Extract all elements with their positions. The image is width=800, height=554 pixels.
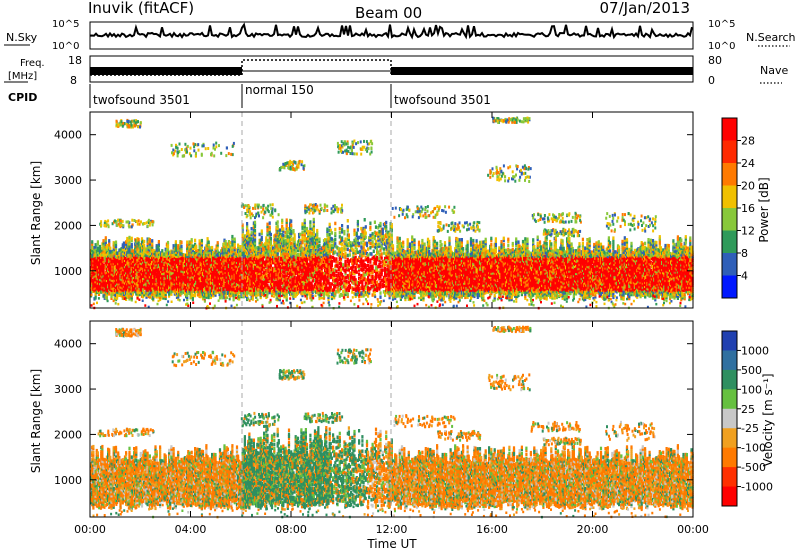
power-colorbar-swatch xyxy=(722,276,737,299)
power-colorbar-tick: 4 xyxy=(741,270,748,283)
power-colorbar-tick: 24 xyxy=(741,157,755,170)
power-colorbar-swatch xyxy=(722,253,737,276)
x-tick-label: 04:00 xyxy=(175,523,207,536)
velocity-panel: 1000 2000 3000 4000 00:00 04:00 08:00 12:00 16:… xyxy=(29,321,709,551)
velocity-colorbar-label: Velocity [m s⁻¹] xyxy=(761,373,775,466)
x-tick-label: 12:00 xyxy=(376,523,408,536)
power-colorbar-tick: 20 xyxy=(741,180,755,193)
velocity-colorbar-tick: 100 xyxy=(741,383,762,396)
velocity-colorbar-swatch xyxy=(722,487,737,507)
power-colorbar-swatch xyxy=(722,208,737,231)
power-y-axis-label: Slant Range [km] xyxy=(29,161,43,265)
power-colorbar: 28 24 20 16 12 8 4 Power [dB] xyxy=(722,118,771,299)
power-y-tick-label: 2000 xyxy=(54,219,82,232)
velocity-colorbar-swatch xyxy=(722,350,737,370)
velocity-colorbar-swatch xyxy=(722,370,737,390)
power-y-tick-label: 3000 xyxy=(54,174,82,187)
freq-left-label-1: Freq. xyxy=(20,58,45,69)
nave-right-tick-bottom: 0 xyxy=(708,74,715,87)
station-title: Inuvik (fitACF) xyxy=(88,0,194,17)
power-colorbar-tick: 8 xyxy=(741,247,748,260)
velocity-y-tick-label: 4000 xyxy=(54,338,82,351)
noise-panel: N.Sky 10^5 10^0 10^5 10^0 N.Search xyxy=(4,19,796,52)
velocity-colorbar-tick: 500 xyxy=(741,364,762,377)
freq-left-tick-top: 18 xyxy=(68,54,82,67)
nave-label: Nave xyxy=(760,64,788,77)
cpid-label: CPID xyxy=(8,91,37,104)
power-colorbar-swatch xyxy=(722,118,737,141)
velocity-scatter-cells xyxy=(90,326,694,519)
velocity-colorbar-tick: -1000 xyxy=(741,481,773,494)
noise-right-tick-top: 10^5 xyxy=(708,19,735,30)
x-tick-label: 00:00 xyxy=(677,523,709,536)
power-colorbar-label: Power [dB] xyxy=(757,177,771,242)
freq-left-label-2: [MHz] xyxy=(8,71,37,82)
power-colorbar-tick: 12 xyxy=(741,225,755,238)
freq-left-tick-bottom: 8 xyxy=(70,74,77,87)
cpid-segment-1: twofsound 3501 xyxy=(93,93,190,107)
cpid-segment-2: normal 150 xyxy=(245,83,314,97)
power-colorbar-swatch xyxy=(722,163,737,186)
x-tick-label: 16:00 xyxy=(476,523,508,536)
velocity-y-tick-label: 1000 xyxy=(54,474,82,487)
velocity-colorbar-swatch xyxy=(722,409,737,429)
power-scatter-cells xyxy=(90,117,694,310)
x-tick-label: 00:00 xyxy=(74,523,106,536)
x-tick-label: 08:00 xyxy=(275,523,307,536)
noise-left-tick-bottom: 10^0 xyxy=(52,41,79,52)
velocity-y-tick-label: 2000 xyxy=(54,428,82,441)
x-axis-label: Time UT xyxy=(366,537,417,551)
power-colorbar-swatch xyxy=(722,231,737,254)
date-label: 07/Jan/2013 xyxy=(600,0,691,17)
velocity-colorbar-tick: 25 xyxy=(741,403,755,416)
velocity-colorbar-tick: -25 xyxy=(741,422,759,435)
velocity-colorbar-swatch xyxy=(722,448,737,468)
velocity-colorbar-swatch xyxy=(722,389,737,409)
noise-right-label: N.Search xyxy=(746,31,796,44)
power-y-tick-label: 1000 xyxy=(54,265,82,278)
power-y-tick-label: 4000 xyxy=(54,129,82,142)
cpid-row: CPID twofsound 3501 normal 150 twofsound… xyxy=(8,83,491,108)
noise-right-tick-bottom: 10^0 xyxy=(708,41,735,52)
power-panel: 1000 2000 3000 4000 Slant Range [km] xyxy=(29,112,694,310)
x-tick-label: 20:00 xyxy=(577,523,609,536)
power-colorbar-tick: 28 xyxy=(741,135,755,148)
velocity-colorbar-swatch xyxy=(722,428,737,448)
cpid-segment-3: twofsound 3501 xyxy=(394,93,491,107)
power-colorbar-swatch xyxy=(722,141,737,164)
freq-panel: Freq. [MHz] 18 8 80 0 Nave xyxy=(4,54,788,87)
velocity-y-tick-label: 3000 xyxy=(54,383,82,396)
velocity-colorbar-tick: 1000 xyxy=(741,344,769,357)
power-colorbar-swatch xyxy=(722,186,737,209)
noise-left-tick-top: 10^5 xyxy=(52,19,79,30)
noise-left-label: N.Sky xyxy=(6,31,38,44)
power-colorbar-tick: 16 xyxy=(741,202,755,215)
beam-label: Beam 00 xyxy=(355,4,422,22)
velocity-colorbar-swatch xyxy=(722,331,737,351)
velocity-colorbar-swatch xyxy=(722,467,737,487)
nave-right-tick-top: 80 xyxy=(708,54,722,67)
velocity-y-axis-label: Slant Range [km] xyxy=(29,369,43,473)
